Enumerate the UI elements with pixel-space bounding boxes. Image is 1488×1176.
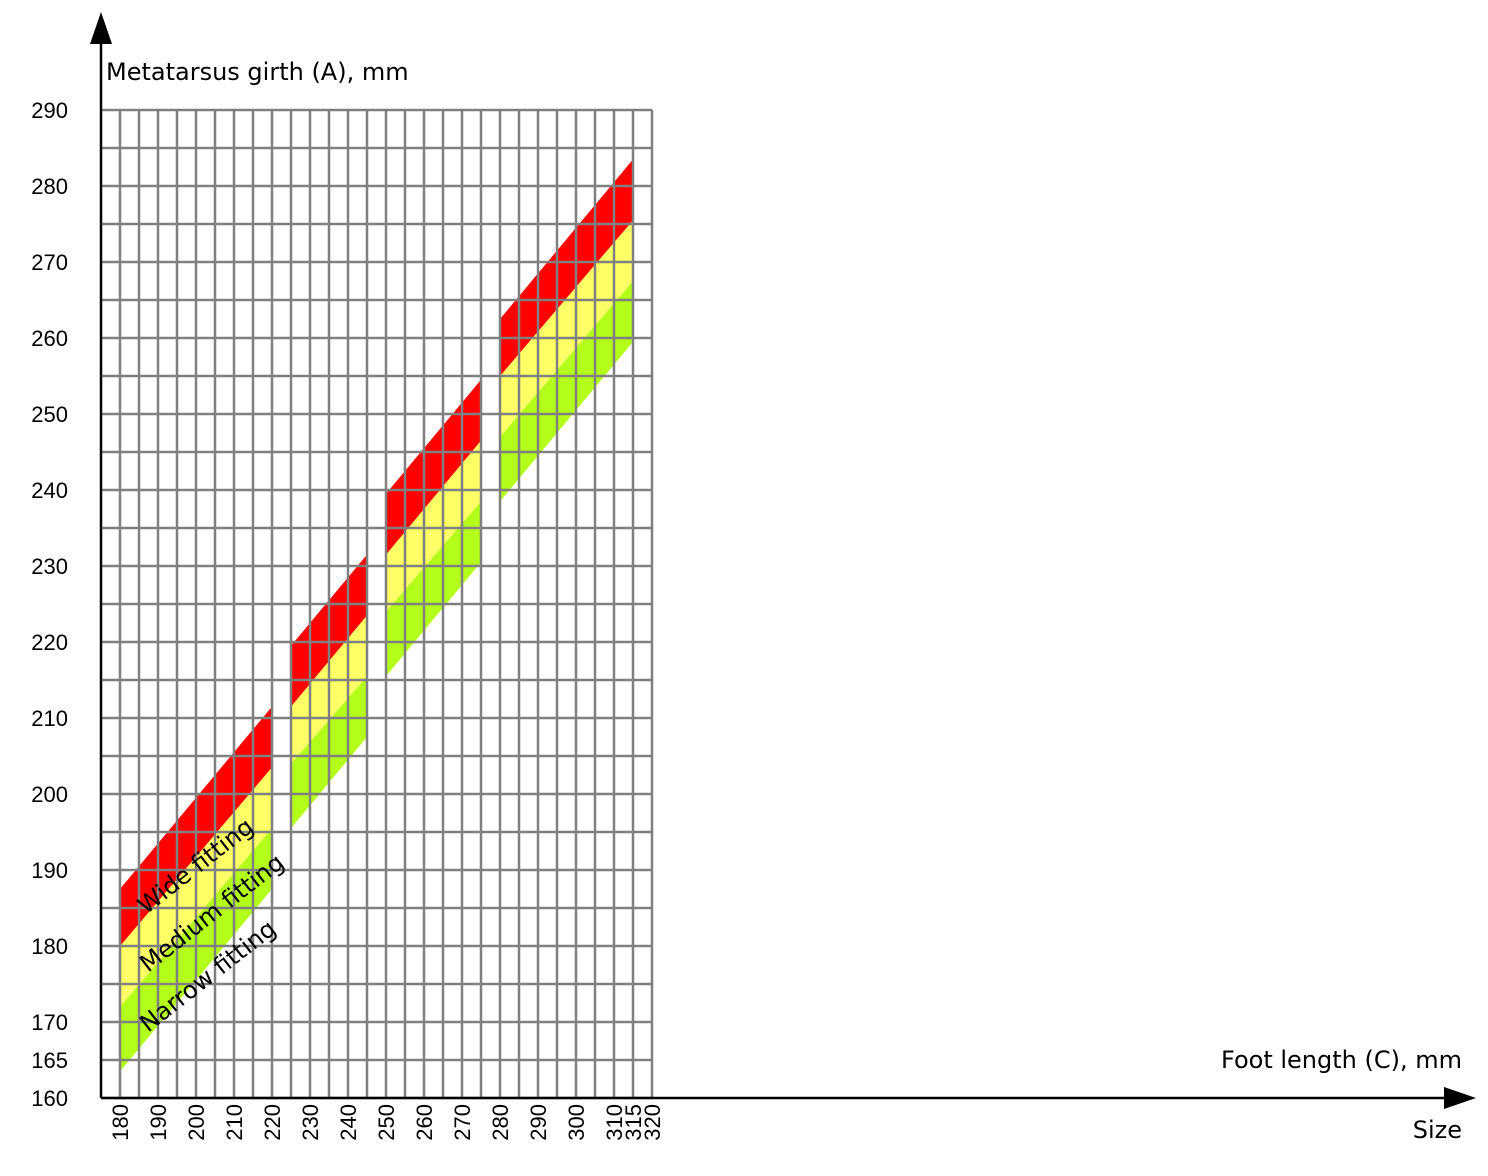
x-tick-280: 280 <box>488 1104 513 1141</box>
y-tick-165: 165 <box>31 1048 68 1073</box>
y-tick-280: 280 <box>31 174 68 199</box>
band-narrow-segment-4 <box>500 281 633 502</box>
axes <box>90 12 1476 1109</box>
y-tick-260: 260 <box>31 326 68 351</box>
y-tick-230: 230 <box>31 554 68 579</box>
band-wide-segment-4 <box>500 159 633 376</box>
x-tick-310: 310 <box>602 1104 627 1141</box>
x-tick-315: 315 <box>621 1104 646 1141</box>
y-tick-250: 250 <box>31 402 68 427</box>
x-tick-labels: 180 190 200 210 220 230 240 250 260 270 280 290 300 3… <box>108 1104 665 1141</box>
x-tick-200: 200 <box>184 1104 209 1141</box>
y-axis-label: Metatarsus girth (A), mm <box>106 58 409 86</box>
y-tick-labels: 160 165 170 180 190 200 210 220 230 240 250 260 270 2… <box>31 98 68 1111</box>
y-tick-270: 270 <box>31 250 68 275</box>
y-tick-160: 160 <box>31 1086 68 1111</box>
x-axis-label: Foot length (C), mm <box>1221 1046 1462 1074</box>
x-tick-240: 240 <box>336 1104 361 1141</box>
x-axis-arrow <box>1444 1087 1476 1109</box>
x-tick-270: 270 <box>450 1104 475 1141</box>
y-tick-220: 220 <box>31 630 68 655</box>
y-tick-190: 190 <box>31 858 68 883</box>
x-tick-320: 320 <box>640 1104 665 1141</box>
y-tick-180: 180 <box>31 934 68 959</box>
x-tick-210: 210 <box>222 1104 247 1141</box>
y-tick-240: 240 <box>31 478 68 503</box>
x-tick-300: 300 <box>564 1104 589 1141</box>
y-axis-arrow <box>90 12 112 44</box>
x-tick-220: 220 <box>260 1104 285 1141</box>
y-tick-200: 200 <box>31 782 68 807</box>
band-medium-segment-3 <box>386 440 481 612</box>
x-tick-250: 250 <box>374 1104 399 1141</box>
x-tick-260: 260 <box>412 1104 437 1141</box>
band-medium-segment-4 <box>500 220 633 437</box>
size-label: Size <box>1413 1116 1462 1144</box>
y-tick-210: 210 <box>31 706 68 731</box>
band-narrow-segment-3 <box>386 501 481 677</box>
x-tick-230: 230 <box>298 1104 323 1141</box>
x-tick-290: 290 <box>526 1104 551 1141</box>
band-wide-segment-3 <box>386 379 481 555</box>
x-tick-190: 190 <box>146 1104 171 1141</box>
grid <box>101 108 654 1100</box>
y-tick-170: 170 <box>31 1010 68 1035</box>
x-tick-180: 180 <box>108 1104 133 1141</box>
y-tick-290: 290 <box>31 98 68 123</box>
